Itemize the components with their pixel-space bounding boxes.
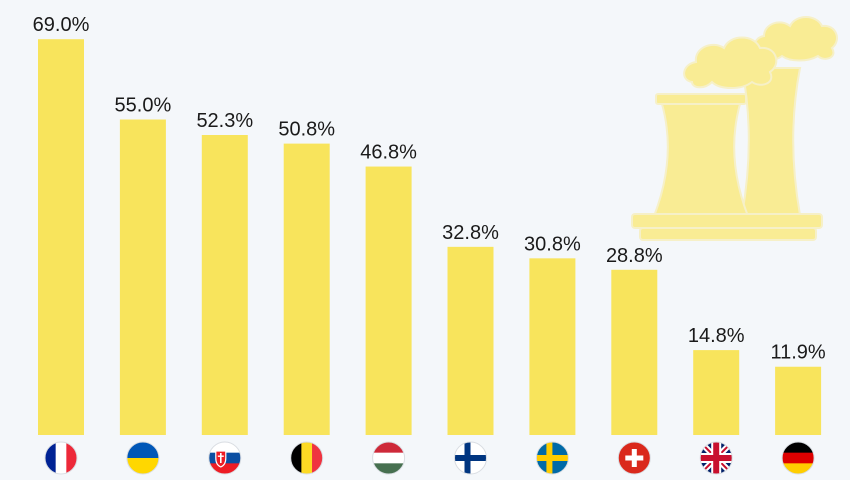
bar-france	[38, 39, 84, 435]
data-label-ukraine: 55.0%	[115, 95, 172, 117]
flag-ukraine-icon	[126, 441, 160, 475]
data-label-finland: 32.8%	[442, 222, 499, 244]
bar-finland	[447, 246, 494, 435]
flag-finland-icon	[454, 441, 487, 475]
flag-hungary-icon	[372, 441, 406, 475]
bar-germany	[775, 366, 822, 435]
flag-belgium-icon	[290, 441, 324, 475]
bar-sweden	[529, 258, 576, 435]
data-label-hungary: 46.8%	[360, 142, 417, 164]
bar-slovakia	[201, 135, 248, 435]
bar-hungary	[365, 166, 412, 436]
data-label-united-kingdom: 14.8%	[688, 325, 745, 347]
flag-slovakia-icon	[208, 441, 242, 475]
bar-switzerland	[611, 269, 658, 435]
flag-sweden-icon	[535, 441, 569, 475]
nuclear-power-plant-cooling-towers-icon	[631, 16, 838, 241]
flag-germany-icon	[781, 441, 815, 475]
data-label-slovakia: 52.3%	[196, 110, 253, 132]
flag-uk-icon	[699, 441, 733, 475]
data-label-sweden: 30.8%	[524, 233, 581, 255]
data-label-germany: 11.9%	[770, 342, 825, 364]
flag-switzerland-icon	[617, 441, 651, 475]
bar-belgium	[283, 143, 330, 435]
bar-ukraine	[119, 119, 166, 435]
bar-united-kingdom	[693, 350, 740, 435]
data-label-france: 69.0%	[33, 14, 90, 36]
data-label-belgium: 50.8%	[278, 119, 335, 141]
data-label-switzerland: 28.8%	[606, 245, 663, 267]
flag-france-icon	[44, 441, 78, 475]
